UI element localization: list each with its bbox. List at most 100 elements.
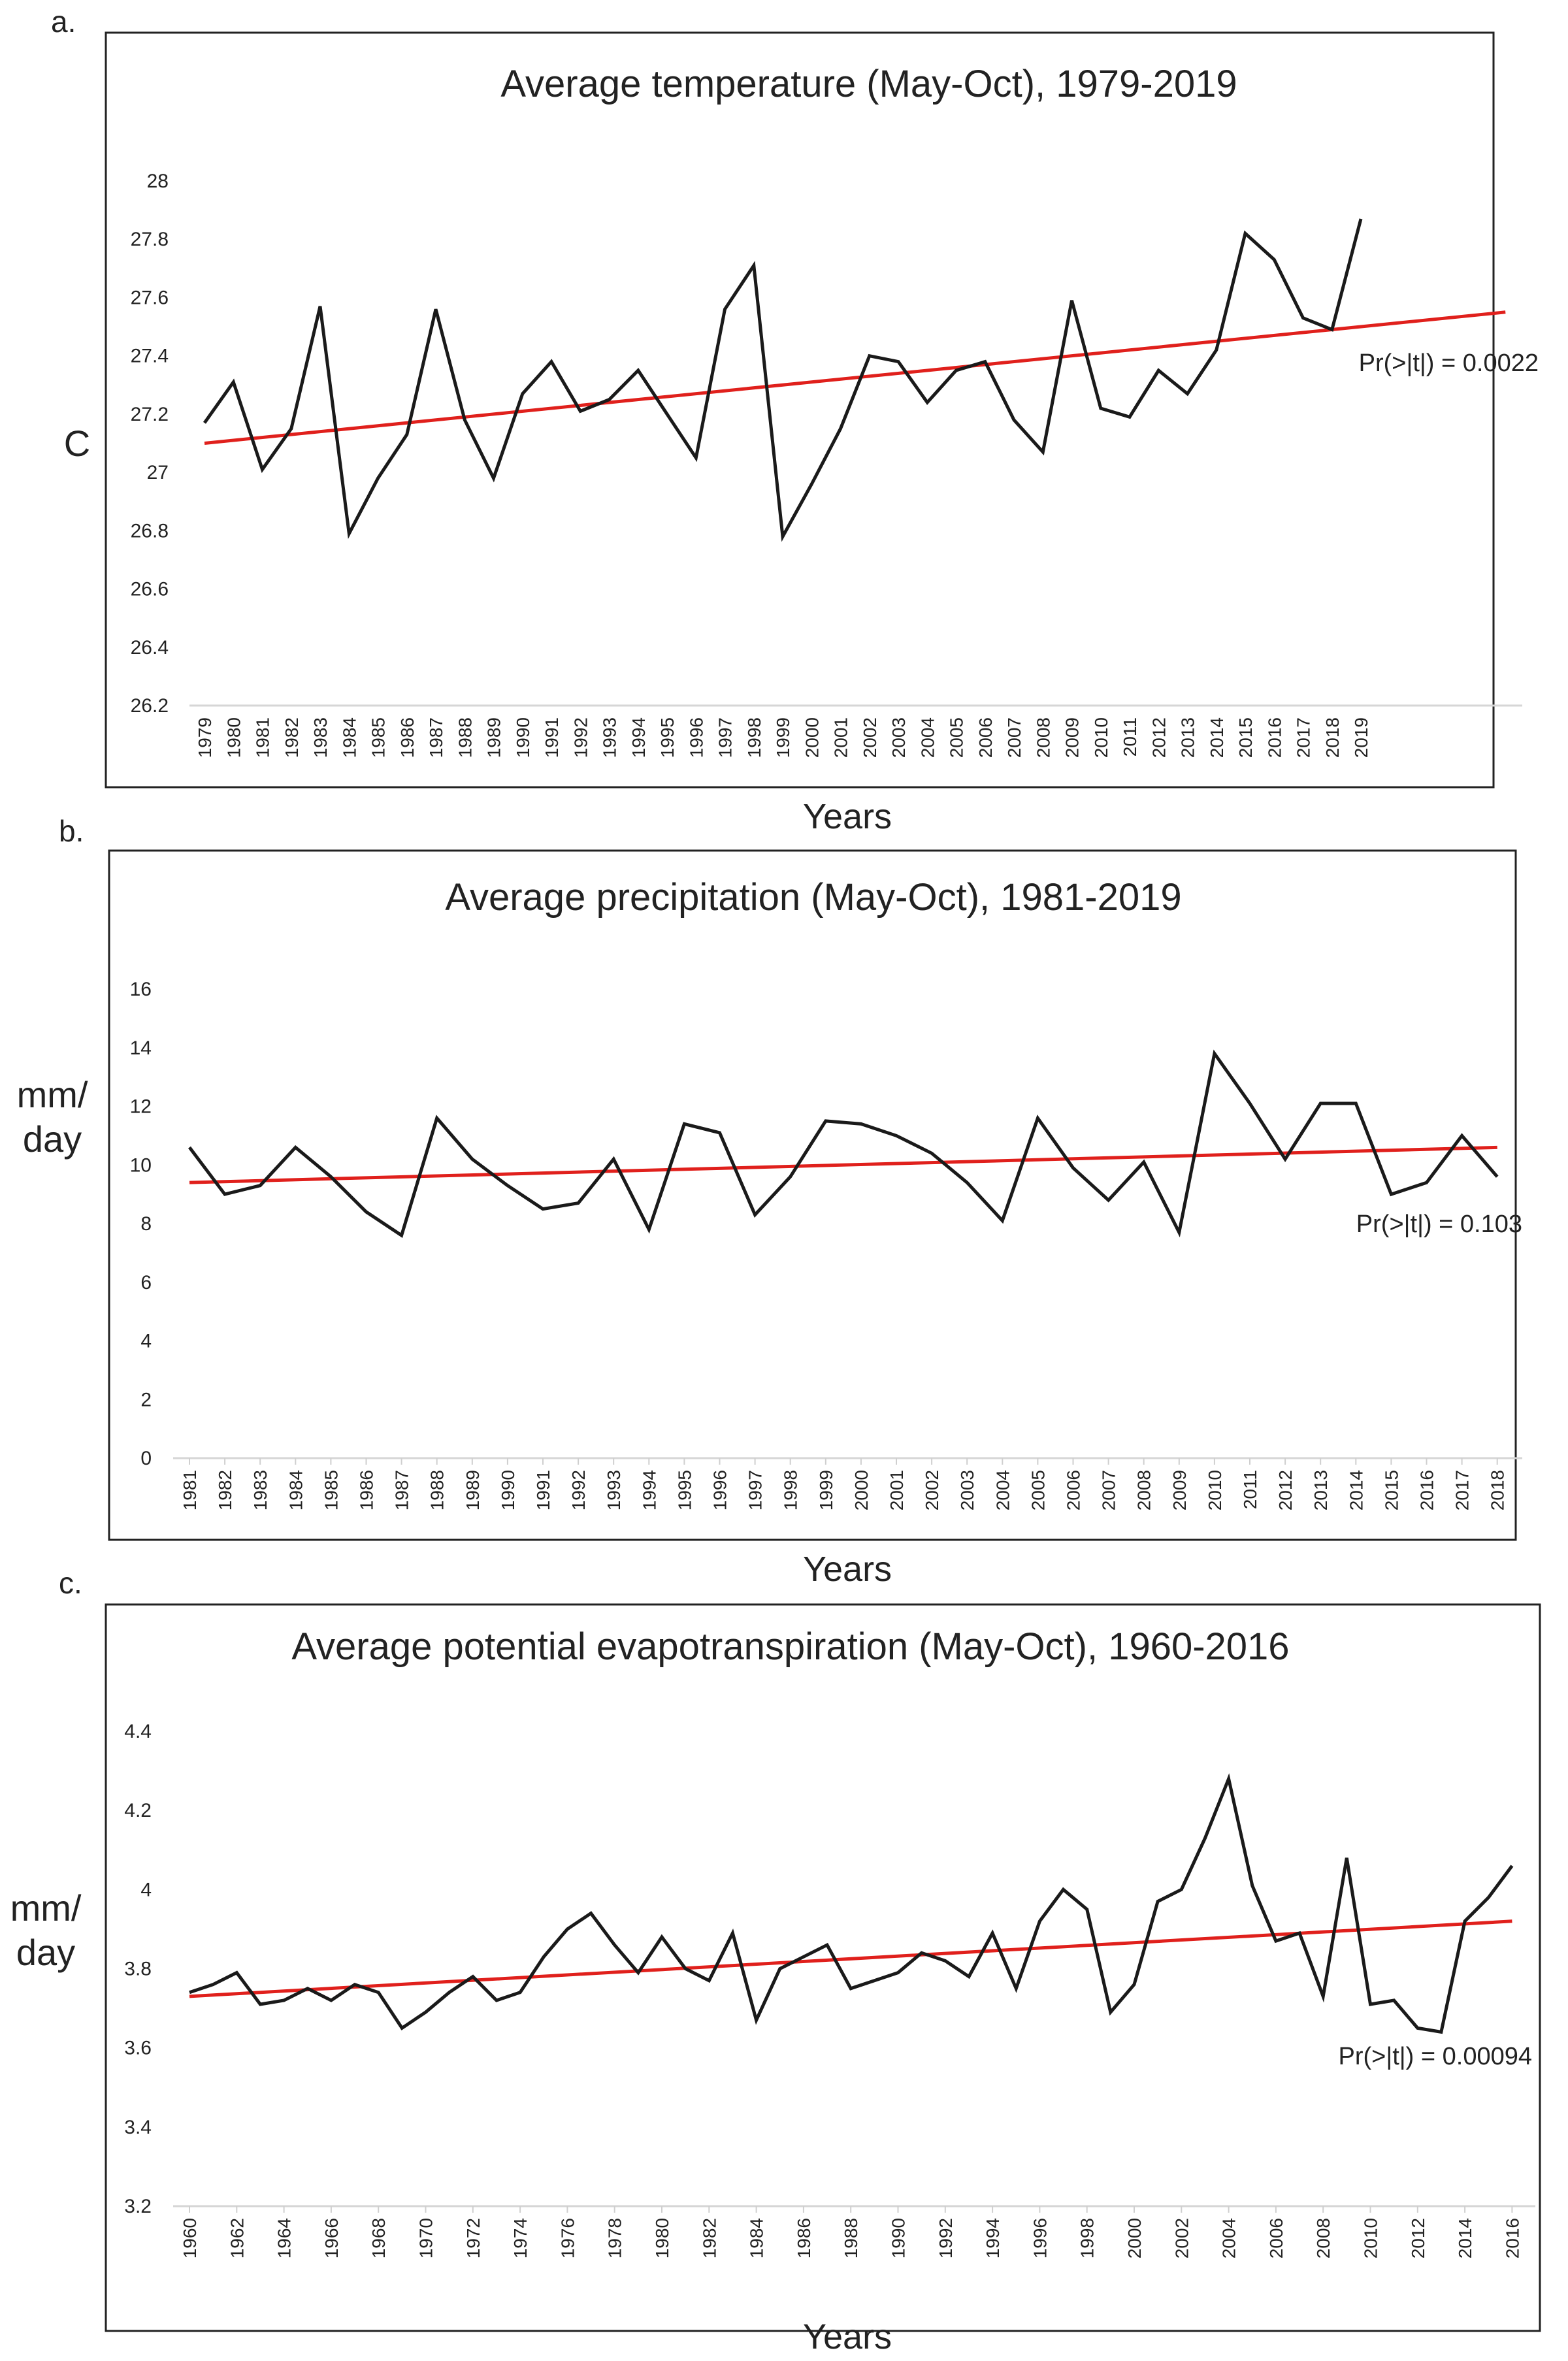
significance-annotation: Pr(>|t|) = 0.00094 (1339, 2043, 1532, 2070)
x-tick-label: 2016 (1502, 2218, 1522, 2258)
x-tick-label: 2009 (1169, 1470, 1190, 1510)
x-tick-label: 2004 (992, 1470, 1013, 1510)
x-tick-label: 1972 (463, 2218, 483, 2258)
x-tick-label: 2005 (1028, 1470, 1048, 1510)
x-tick-label: 2001 (831, 717, 851, 758)
y-axis-label: mm/day (10, 1887, 82, 1973)
x-tick-label: 2015 (1235, 717, 1256, 758)
x-tick-label: 1992 (570, 717, 591, 758)
y-tick-label: 14 (130, 1037, 152, 1059)
trend-line (189, 1919, 1512, 1998)
x-tick-label: 1992 (568, 1470, 589, 1510)
y-tick-label: 26.2 (131, 695, 169, 717)
y-tick-label: 26.6 (131, 579, 169, 600)
trend-line (189, 1145, 1497, 1184)
x-tick-label: 2007 (1004, 717, 1024, 758)
x-tick-label: 2017 (1294, 717, 1314, 758)
x-tick-label: 2018 (1488, 1470, 1508, 1510)
x-tick-label: 1994 (629, 717, 649, 758)
x-tick-label: 1994 (983, 2218, 1003, 2258)
x-tick-label: 1988 (841, 2218, 861, 2258)
chart-panel-0: Average temperature (May-Oct), 1979-2019… (64, 31, 1539, 836)
y-tick-label: 3.4 (124, 2117, 152, 2138)
chart-panel-1: Average precipitation (May-Oct), 1981-20… (17, 849, 1522, 1589)
y-tick-label: 16 (130, 979, 152, 1000)
chart-frame (105, 1603, 1541, 2332)
y-axis-label: C (64, 423, 90, 464)
panel-b-label: b. (59, 814, 84, 848)
y-tick-label: 27.2 (131, 404, 169, 425)
x-tick-label: 1979 (195, 717, 215, 758)
x-tick-label: 2014 (1455, 2218, 1475, 2258)
chart-title: Average temperature (May-Oct), 1979-2019 (500, 63, 1237, 105)
x-tick-label: 2006 (1064, 1470, 1084, 1510)
x-tick-label: 1995 (657, 717, 678, 758)
y-tick-label: 4.4 (124, 1721, 152, 1742)
x-tick-label: 1998 (1077, 2218, 1098, 2258)
x-tick-label: 1986 (397, 717, 417, 758)
x-tick-label: 1989 (484, 717, 504, 758)
y-tick-label: 28 (147, 171, 169, 192)
y-tick-label: 26.8 (131, 520, 169, 542)
data-series-line (189, 1773, 1514, 2034)
x-tick-label: 1981 (253, 717, 273, 758)
x-tick-label: 2012 (1149, 717, 1169, 758)
chart-title: Average precipitation (May-Oct), 1981-20… (445, 876, 1181, 919)
y-tick-label: 27.4 (131, 346, 169, 367)
x-tick-label: 1985 (321, 1470, 341, 1510)
x-tick-label: 1978 (605, 2218, 625, 2258)
x-tick-label: 2000 (851, 1470, 872, 1510)
x-tick-label: 2016 (1417, 1470, 1437, 1510)
x-tick-label: 2018 (1322, 717, 1343, 758)
x-tick-label: 1986 (794, 2218, 814, 2258)
x-tick-label: 1991 (533, 1470, 553, 1510)
x-tick-label: 1974 (510, 2218, 531, 2258)
y-tick-label: 0 (140, 1448, 152, 1469)
x-tick-label: 1985 (368, 717, 389, 758)
y-tick-label: 10 (130, 1154, 152, 1176)
x-tick-label: 1976 (557, 2218, 578, 2258)
x-tick-label: 1982 (215, 1470, 235, 1510)
significance-annotation: Pr(>|t|) = 0.0022 (1359, 350, 1539, 377)
y-tick-label: 4 (140, 1331, 152, 1352)
x-tick-label: 1962 (227, 2218, 247, 2258)
x-tick-label: 1993 (600, 717, 620, 758)
x-tick-label: 2002 (1171, 2218, 1192, 2258)
x-tick-label: 2014 (1346, 1470, 1366, 1510)
x-tick-label: 2002 (860, 717, 880, 758)
x-tick-label: 1990 (498, 1470, 518, 1510)
x-tick-label: 1980 (223, 717, 244, 758)
x-tick-label: 1997 (715, 717, 736, 758)
significance-annotation: Pr(>|t|) = 0.103 (1356, 1211, 1522, 1238)
y-tick-label: 4.2 (124, 1800, 152, 1821)
y-tick-label: 27 (147, 462, 169, 483)
x-tick-label: 1990 (513, 717, 533, 758)
panel-c-label: c. (59, 1566, 82, 1600)
x-tick-label: 2006 (975, 717, 996, 758)
x-tick-label: 1982 (699, 2218, 719, 2258)
x-tick-label: 1986 (357, 1470, 377, 1510)
x-tick-label: 2010 (1205, 1470, 1225, 1510)
x-tick-label: 2012 (1408, 2218, 1428, 2258)
x-tick-label: 2016 (1264, 717, 1284, 758)
x-tick-label: 2003 (957, 1470, 977, 1510)
panel-a-label: a. (51, 5, 76, 39)
data-series-line (188, 1049, 1499, 1238)
x-tick-label: 1968 (368, 2218, 389, 2258)
x-tick-label: 1989 (463, 1470, 483, 1510)
chart-panel-2: Average potential evapotranspiration (Ma… (10, 1603, 1541, 2356)
x-tick-label: 1983 (250, 1470, 270, 1510)
x-tick-label: 1960 (180, 2218, 200, 2258)
x-tick-label: 2000 (1124, 2218, 1145, 2258)
y-tick-label: 26.4 (131, 637, 169, 659)
x-tick-label: 1966 (321, 2218, 342, 2258)
x-tick-label: 1982 (282, 717, 302, 758)
x-tick-label: 1996 (686, 717, 706, 758)
x-tick-label: 1998 (781, 1470, 801, 1510)
x-axis-label: Years (803, 2317, 892, 2356)
x-tick-label: 1996 (1030, 2218, 1050, 2258)
x-tick-label: 2008 (1033, 717, 1053, 758)
x-tick-label: 2002 (922, 1470, 942, 1510)
x-tick-label: 2013 (1311, 1470, 1331, 1510)
